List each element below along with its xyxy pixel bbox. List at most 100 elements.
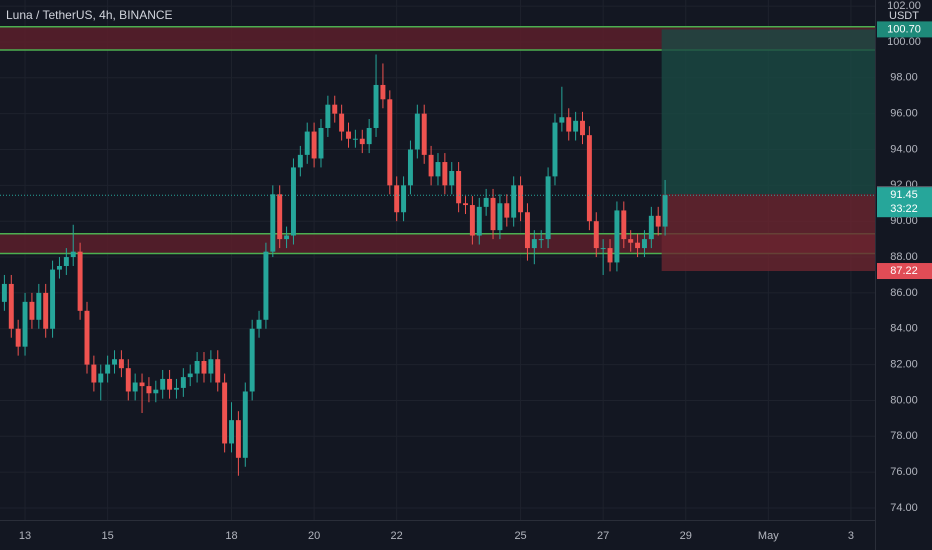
candle-body [36,292,42,320]
candle-body [469,205,475,236]
candle-body [84,310,90,365]
candle-body [401,185,407,213]
y-tick-label: 82.00 [890,358,918,370]
candle-body [421,113,427,155]
x-tick-label: 22 [391,530,403,542]
candle-body [15,328,21,347]
candle-body [8,283,14,329]
candle-body [641,239,647,249]
y-tick-label: 76.00 [890,466,918,478]
candle-body [56,266,62,270]
profit-zone [661,29,875,195]
candle-body [77,251,83,311]
x-tick-label: 29 [680,530,692,542]
candle-body [490,197,496,231]
candle-body [662,195,668,227]
candle-body [112,359,117,365]
candle-body [180,377,186,388]
candle-body [407,149,413,186]
price-tag: 87.22 [890,265,918,277]
candle-body [352,138,358,140]
candle-body [359,138,365,145]
candle-body [621,210,627,240]
candle-body [284,235,290,240]
y-tick-label: 78.00 [890,430,918,442]
candle-body [463,203,468,206]
candle-body [635,242,641,249]
y-tick-label: 102.00 [887,0,921,12]
y-tick-label: 90.00 [890,215,918,227]
y-tick-label: 80.00 [890,394,918,406]
candle-body [545,176,551,240]
candle-body [538,239,544,241]
candle-body [277,194,283,240]
candle-body [380,84,386,100]
candle-body [167,378,173,390]
candle-body [43,292,49,329]
x-tick-label: 3 [848,530,854,542]
candle-body [449,171,455,186]
candle-body [132,382,138,392]
candle-body [366,127,372,145]
candle-body [187,373,193,378]
price-tag-bg [877,21,932,38]
candle-body [1,283,7,302]
x-tick-label: 13 [19,530,31,542]
x-tick-label: 15 [102,530,114,542]
candle-body [428,154,434,177]
price-tag-bg [877,187,932,218]
candle-body [304,131,310,155]
candle-body [125,368,131,392]
candle-body [435,162,441,177]
y-tick-label: 88.00 [890,251,918,263]
x-tick-label: 25 [514,530,526,542]
candle-body [91,364,97,383]
candle-body [208,359,214,374]
candle-body [339,113,345,132]
candle-body [215,359,221,383]
candle-body [249,328,255,392]
candle-body [50,269,56,329]
candle-body [531,239,537,249]
candle-body [483,197,489,207]
x-tick-label: 27 [597,530,609,542]
candle-body [318,127,324,159]
candle-body [263,251,269,320]
candle-body [394,185,400,213]
candle-body [518,185,524,213]
chart-title: Luna / TetherUS, 4h, BINANCE [6,8,173,22]
x-tick-label: 18 [225,530,237,542]
candle-body [580,120,585,136]
candle-body [524,212,530,249]
candle-body [476,206,482,236]
candle-body [153,389,159,394]
candle-body [229,420,234,444]
candle-body [332,104,338,114]
y-tick-label: 84.00 [890,323,918,335]
candle-body [270,194,276,252]
candle-body [373,84,379,128]
price-tag: 100.70 [887,23,921,35]
candle-body [22,301,28,347]
candle-body [614,210,620,263]
candle-body [194,361,200,374]
candle-body [256,319,262,329]
candle-body [456,171,462,204]
candle-body [146,386,152,394]
candle-body [497,203,503,231]
candle-body [607,248,613,263]
candle-body [593,221,599,249]
candle-body [139,382,145,387]
candle-body [346,131,351,139]
y-tick-label: 96.00 [890,108,918,120]
zone [0,233,875,254]
candle-body [586,135,592,222]
currency-label: USDT [889,10,919,22]
x-tick-label: May [758,530,779,542]
last-price-tag: 91.45 [890,189,918,201]
candle-body [442,162,448,186]
candle-body [118,359,124,369]
axes: 74.00 76.00 78.00 80.00 82.00 84.00 86.00 88.00… [19,0,932,542]
